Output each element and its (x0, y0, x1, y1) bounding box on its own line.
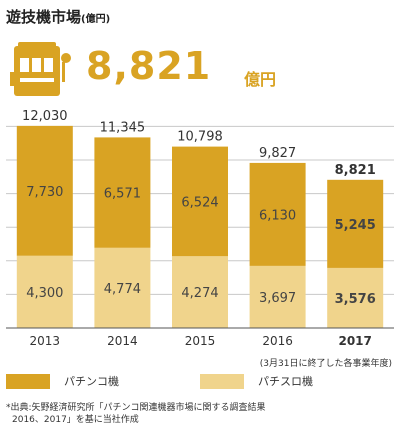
legend-label-pachislot: パチスロ機 (258, 375, 313, 388)
bar-total-label: 10,798 (177, 130, 223, 145)
bar-value-label: 4,300 (26, 286, 63, 301)
bar-total-label: 12,030 (22, 110, 68, 124)
legend-item-pachinko: パチンコ機 (6, 373, 119, 389)
x-tick-label: 2016 (262, 334, 293, 348)
bar-total-label: 9,827 (259, 146, 296, 161)
bar-value-label: 4,274 (181, 286, 218, 301)
bar-value-label: 3,697 (259, 291, 296, 306)
bar-segment-pachinko (327, 179, 384, 268)
bar-value-label: 6,524 (181, 195, 218, 210)
x-tick-label: 2014 (107, 334, 138, 348)
stacked-bar-chart: 4,300 7,730 12,030 2013 4,774 6,571 11,345 2014… (6, 110, 394, 348)
bar-value-label: 6,130 (259, 208, 296, 223)
legend-item-pachislot: パチスロ機 (200, 373, 313, 389)
bar-segment-pachinko (94, 137, 151, 248)
bar-segment-pachislot (249, 265, 306, 328)
chart-title-unit: (億円) (81, 14, 111, 25)
x-tick-label: 2015 (185, 334, 216, 348)
total-market-value: 8,821 (86, 44, 212, 88)
bar-segment-pachinko (249, 162, 306, 266)
bar-total-label: 8,821 (335, 163, 376, 178)
bar-segment-pachinko (16, 125, 73, 256)
bar-value-label: 3,576 (335, 292, 376, 307)
bar-value-label: 6,571 (104, 187, 141, 202)
chart-title: 遊技機市場(億円) (6, 6, 110, 27)
bar-segment-pachislot (16, 255, 73, 328)
legend-swatch-pachinko (6, 373, 50, 389)
bar-segment-pachinko (172, 146, 228, 257)
slot-machine-icon (10, 42, 71, 96)
bar-total-label: 11,345 (100, 120, 146, 135)
fiscal-year-note: (3月31日に終了した各事業年度) (259, 359, 392, 369)
bar-segment-pachislot (327, 267, 384, 328)
source-note: *出典:矢野経済研究所「パチンコ関連機器市場に関する調査結果 2016、2017… (6, 402, 266, 426)
bar-value-label: 4,774 (104, 282, 141, 297)
legend-label-pachinko: パチンコ機 (64, 375, 119, 388)
bar-segment-pachislot (172, 256, 228, 328)
source-line-1: *出典:矢野経済研究所「パチンコ関連機器市場に関する調査結果 (6, 403, 266, 413)
bar-value-label: 5,245 (335, 218, 376, 233)
total-market-unit: 億円 (244, 70, 277, 89)
bar-segment-pachislot (94, 247, 151, 328)
chart-title-text: 遊技機市場 (6, 8, 82, 26)
source-line-2: 2016、2017」を基に当社作成 (12, 415, 139, 425)
x-tick-label: 2013 (30, 334, 61, 348)
x-tick-label: 2017 (338, 334, 371, 348)
bar-value-label: 7,730 (26, 185, 63, 200)
legend-swatch-pachislot (200, 373, 244, 389)
